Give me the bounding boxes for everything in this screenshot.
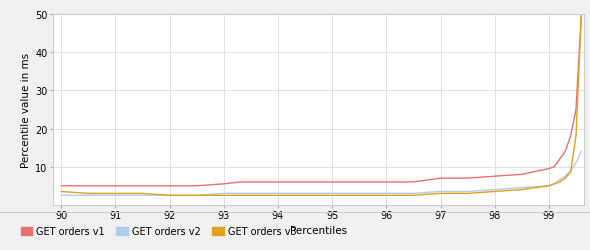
Legend: GET orders v1, GET orders v2, GET orders v3: GET orders v1, GET orders v2, GET orders…: [17, 222, 300, 240]
Y-axis label: Percentile value in ms: Percentile value in ms: [21, 53, 31, 167]
X-axis label: Percentiles: Percentiles: [290, 225, 347, 234]
